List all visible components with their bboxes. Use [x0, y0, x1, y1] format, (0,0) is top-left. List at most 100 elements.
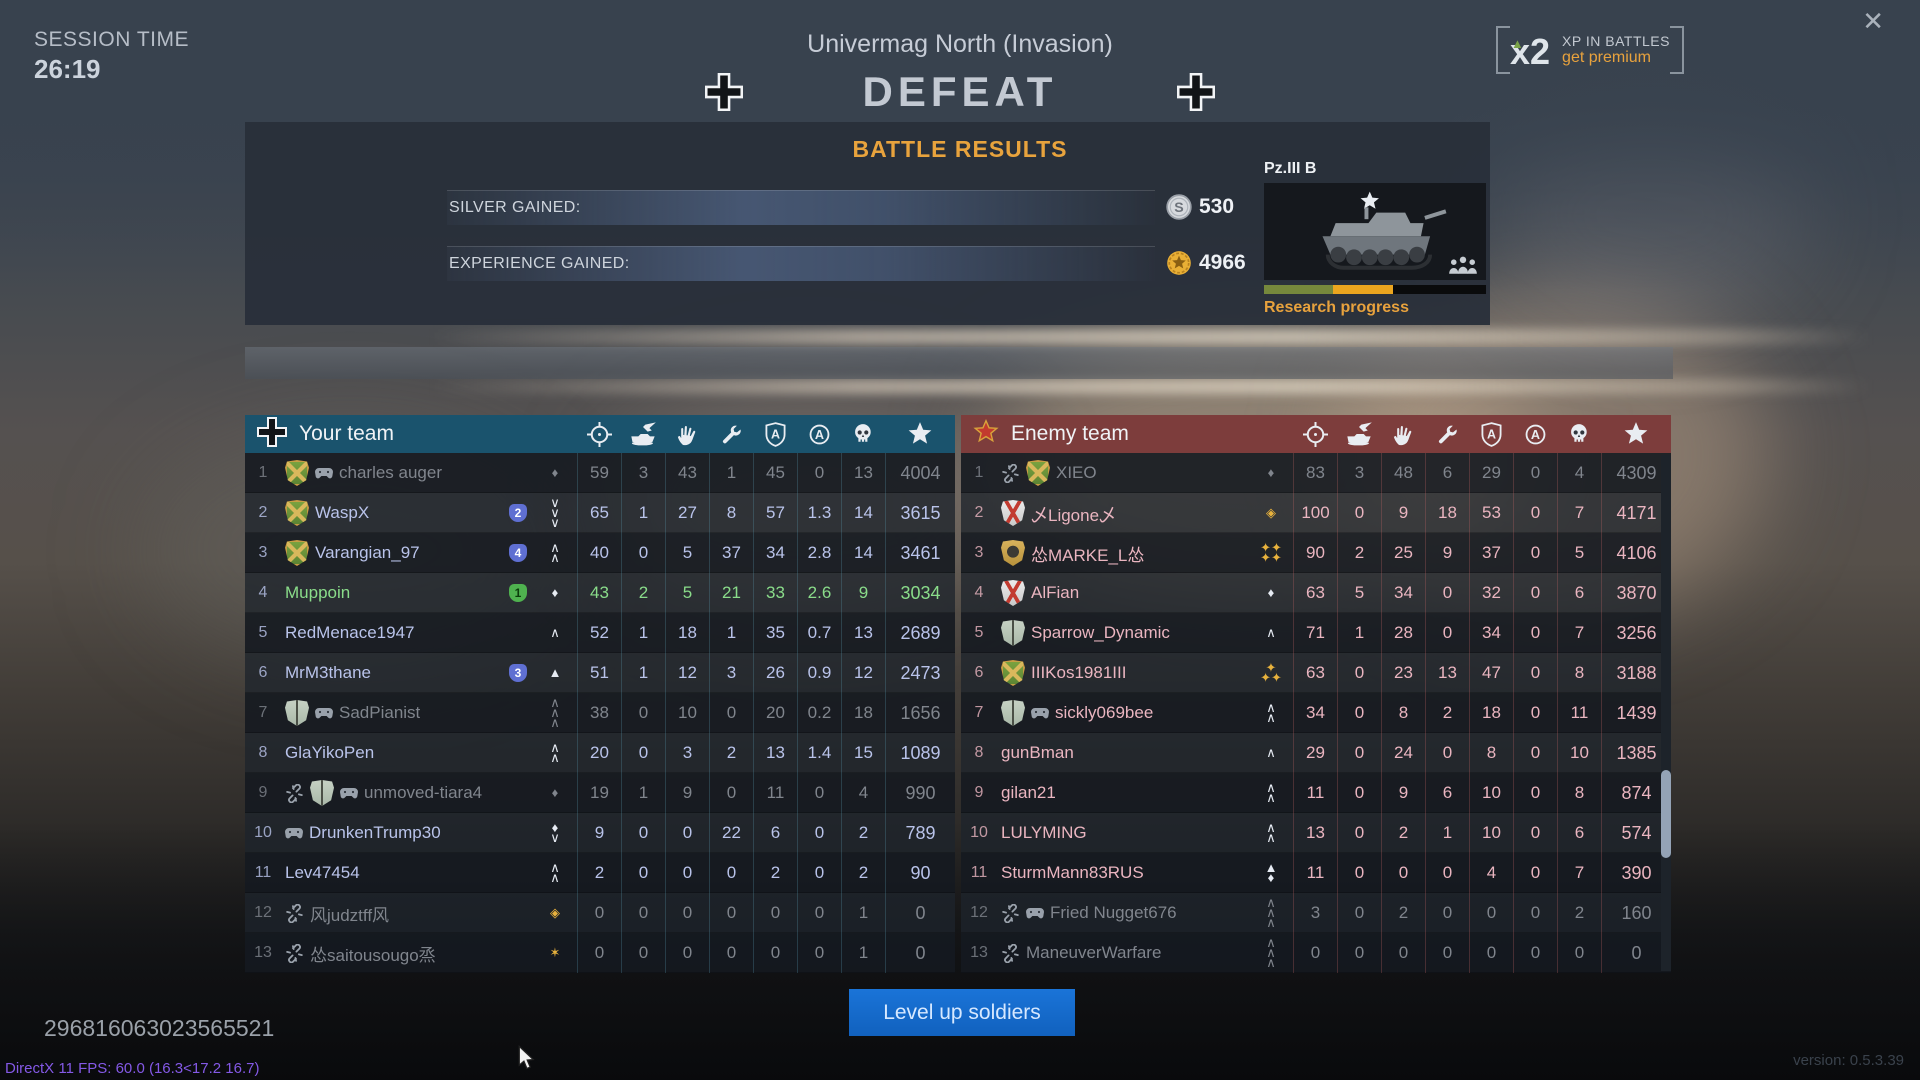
stat-melee-kills: 34: [1381, 573, 1425, 613]
xp-multiplier-value: x2: [1510, 31, 1551, 72]
stat-score: 3870: [1601, 573, 1671, 613]
stat-deaths: 0: [1557, 933, 1601, 973]
player-row[interactable]: 11 Lev47454 ∧ ∧ 2 0 0 0 2 0 2 90: [245, 853, 955, 893]
rank-insignia: ∧ ∧: [550, 860, 560, 885]
get-premium-link[interactable]: get premium: [1562, 49, 1651, 66]
player-row[interactable]: 7 SadPianist ∧ ∧ ∧ 38 0 10 0 20 0.2 18 1…: [245, 693, 955, 733]
stat-vehicles-destroyed: 0: [621, 733, 665, 773]
silver-coin-icon: S: [1166, 194, 1192, 220]
player-position: 13: [970, 944, 988, 961]
player-row[interactable]: 1 charles auger ♦ 59 3 43 1 45 0 13 4004: [245, 453, 955, 493]
stat-zone-capture: 0: [797, 773, 841, 813]
research-vehicle-card[interactable]: [1264, 183, 1486, 280]
player-row[interactable]: 9 unmoved-tiara4 ♦ 19 1 9 0 11 0 4 990: [245, 773, 955, 813]
player-row[interactable]: 2 WaspX 2 ∨ ∨ ∨ 65 1 27 8 57 1.3 14 3615: [245, 493, 955, 533]
clan-emblem: [1001, 620, 1025, 646]
player-position: 9: [258, 784, 268, 801]
stat-zone-defense: 2: [753, 853, 797, 893]
player-row[interactable]: 10 DrunkenTrump30 ♦ ∨ 9 0 0 22 6 0 2 789: [245, 813, 955, 853]
column-header-deaths: [1557, 423, 1601, 445]
stat-melee-kills: 0: [665, 893, 709, 933]
red-star-icon: [973, 418, 999, 442]
stat-engineering: 0: [709, 693, 753, 733]
stat-zone-capture: 0: [1513, 893, 1557, 933]
rank-insignia: ∧ ∧ ∧: [1266, 935, 1276, 970]
player-row[interactable]: 13 ManeuverWarfare ∧ ∧ ∧ 0 0 0 0 0 0 0 0: [961, 933, 1671, 973]
research-vehicle-name: Pz.III B: [1264, 160, 1317, 177]
player-row[interactable]: 13 怂saitousougo烝 ✶ 0 0 0 0 0 0 1 0: [245, 933, 955, 973]
stat-vehicles-destroyed: 2: [1337, 533, 1381, 573]
stat-score: 0: [1601, 933, 1671, 973]
stat-zone-capture: 0: [1513, 853, 1557, 893]
player-row[interactable]: 9 gilan21 ∧ ∧ 11 0 9 6 10 0 8 874: [961, 773, 1671, 813]
rank-insignia: ✦✦ ✦✦: [1260, 540, 1282, 565]
stat-vehicles-destroyed: 1: [621, 773, 665, 813]
close-button[interactable]: ✕: [1862, 6, 1884, 36]
stat-score: 2473: [885, 653, 955, 693]
rank-insignia: ✶: [549, 945, 561, 960]
player-row[interactable]: 5 RedMenace1947 ∧ 52 1 18 1 35 0.7 13 26…: [245, 613, 955, 653]
premium-xp-widget[interactable]: ▲ x2 XP IN BATTLES get premium: [1496, 26, 1684, 74]
stat-vehicles-destroyed: 0: [621, 533, 665, 573]
rank-insignia: ♦: [1267, 585, 1275, 600]
player-row[interactable]: 3 Varangian_97 4 ∧ ∧ 40 0 5 37 34 2.8 14…: [245, 533, 955, 573]
player-row[interactable]: 6 IIIKos1981III ✦ ✦✦ 63 0 23 13 47 0 8 3…: [961, 653, 1671, 693]
player-row[interactable]: 12 Fried Nugget676 ∧ ∧ ∧ 3 0 2 0 0 0 2 1…: [961, 893, 1671, 933]
gamepad-icon-slot: [340, 787, 358, 799]
enemy-table-scrollbar-track[interactable]: [1661, 455, 1671, 971]
xp-coin-icon: [1167, 251, 1191, 275]
player-row[interactable]: 5 Sparrow_Dynamic ∧ 71 1 28 0 34 0 7 325…: [961, 613, 1671, 653]
player-row[interactable]: 8 GlaYikoPen ∧ ∧ 20 0 3 2 13 1.4 15 1089: [245, 733, 955, 773]
player-row[interactable]: 3 怂MARKE_L怂 ✦✦ ✦✦ 90 2 25 9 37 0 5 4106: [961, 533, 1671, 573]
player-row[interactable]: 4 AlFian ♦ 63 5 34 0 32 0 6 3870: [961, 573, 1671, 613]
stat-kills: 3: [1293, 893, 1337, 933]
player-row[interactable]: 8 gunBman ∧ 29 0 24 0 8 0 10 1385: [961, 733, 1671, 773]
player-row[interactable]: 7 sickly069bee ∧ ∧ 34 0 8 2 18 0 11 1439: [961, 693, 1671, 733]
research-progress-label[interactable]: Research progress: [1264, 299, 1409, 316]
stat-deaths: 8: [1557, 653, 1601, 693]
player-row[interactable]: 12 风judztff风 ◈ 0 0 0 0 0 0 1 0: [245, 893, 955, 933]
progress-done-segment: [1264, 285, 1333, 294]
player-name: Lev47454: [285, 863, 360, 882]
stat-deaths: 14: [841, 533, 885, 573]
stat-score: 4309: [1601, 453, 1671, 493]
axis-cross-right: [1177, 73, 1216, 111]
disconnect-icon-slot: [1001, 463, 1020, 483]
rank-insignia: ∧ ∧: [550, 540, 560, 565]
stat-engineering: 0: [1425, 853, 1469, 893]
stat-deaths: 2: [841, 853, 885, 893]
player-position: 6: [974, 664, 984, 681]
stat-zone-capture: 1.4: [797, 733, 841, 773]
zone-capture-icon: A: [809, 424, 829, 444]
stat-zone-capture: 0: [797, 853, 841, 893]
stat-melee-kills: 8: [1381, 693, 1425, 733]
stat-zone-capture: 0: [1513, 533, 1557, 573]
gamepad-icon: [285, 827, 303, 838]
player-row[interactable]: 11 SturmMann83RUS ▲ ♦ 11 0 0 0 4 0 7 390: [961, 853, 1671, 893]
player-row[interactable]: 2 乄Ligone乄 ◈ 100 0 9 18 53 0 7 4171: [961, 493, 1671, 533]
player-name: unmoved-tiara4: [364, 783, 483, 802]
player-name: 怂saitousougo烝: [310, 945, 436, 965]
enemy-table-scrollbar-thumb[interactable]: [1661, 770, 1671, 858]
player-row[interactable]: 10 LULYMING ∧ ∧ 13 0 2 1 10 0 6 574: [961, 813, 1671, 853]
gamepad-icon: [315, 707, 333, 718]
silver-gained-value: 530: [1199, 195, 1235, 218]
stat-deaths: 4: [841, 773, 885, 813]
player-position: 13: [254, 944, 272, 961]
player-position: 7: [974, 704, 984, 721]
level-up-soldiers-button[interactable]: Level up soldiers: [849, 989, 1075, 1036]
player-row[interactable]: 1 XIEO ♦ 83 3 48 6 29 0 4 4309: [961, 453, 1671, 493]
player-name: XIEO: [1056, 463, 1097, 482]
stat-engineering: 0: [709, 933, 753, 973]
stat-engineering: 0: [1425, 733, 1469, 773]
stat-melee-kills: 23: [1381, 653, 1425, 693]
stat-vehicles-destroyed: 0: [1337, 773, 1381, 813]
stat-zone-defense: 8: [1469, 733, 1513, 773]
stat-melee-kills: 12: [665, 653, 709, 693]
player-row[interactable]: 4 Muppoin 1 ♦ 43 2 5 21 33 2.6 9 3034: [245, 573, 955, 613]
player-row[interactable]: 6 MrM3thane 3 ▲ 51 1 12 3 26 0.9 12 2473: [245, 653, 955, 693]
clan-emblem: [285, 540, 309, 566]
stat-zone-capture: 0: [1513, 573, 1557, 613]
stat-melee-kills: 10: [665, 693, 709, 733]
